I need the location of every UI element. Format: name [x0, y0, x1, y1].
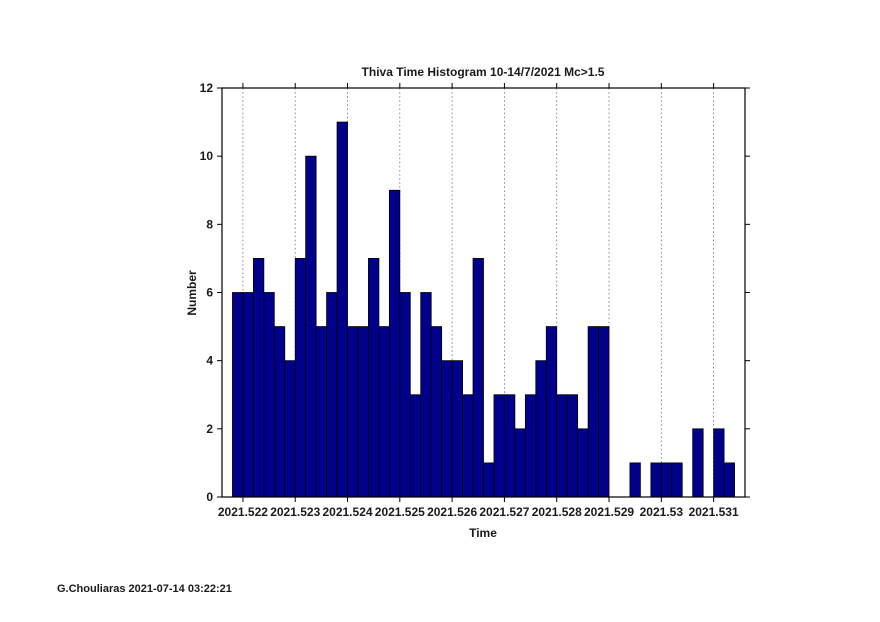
plot-area: 2021.522 2021.523 2021.524 2021.525 2021.526…	[200, 81, 750, 519]
y-tick-label: 10	[200, 149, 214, 163]
y-tick-label: 0	[206, 490, 213, 504]
histogram-bar	[713, 428, 725, 498]
histogram-bar	[368, 258, 380, 498]
x-axis-label: Time	[469, 526, 497, 540]
histogram-bar	[357, 326, 369, 498]
histogram-bar	[566, 394, 579, 498]
y-tick-label: 8	[206, 217, 213, 231]
histogram-bar	[660, 462, 673, 498]
histogram-bar	[451, 360, 463, 498]
y-axis-label: Number	[185, 270, 199, 316]
histogram-bar	[650, 462, 662, 498]
y-tick-label: 2	[206, 422, 213, 436]
chart-title: Thiva Time Histogram 10-14/7/2021 Mc>1.5	[362, 65, 605, 79]
x-tick-label: 2021.522	[218, 505, 268, 519]
histogram-bar	[493, 394, 505, 498]
histogram-bar	[252, 258, 265, 498]
histogram-bar	[723, 462, 735, 498]
histogram-bar	[263, 292, 275, 498]
histogram-bar	[326, 292, 338, 498]
credit-text: G.Chouliaras 2021-07-14 03:22:21	[57, 583, 232, 595]
histogram-bar	[284, 360, 296, 498]
x-tick-label: 2021.526	[427, 505, 477, 519]
histogram-bar	[472, 258, 484, 498]
histogram-bar	[545, 326, 558, 498]
histogram-bar	[336, 121, 348, 498]
histogram-bar	[483, 462, 495, 498]
histogram-bar	[629, 462, 641, 498]
histogram-bar	[232, 292, 244, 498]
x-tick-label: 2021.524	[322, 505, 372, 519]
histogram-bar	[242, 292, 254, 498]
histogram-bar	[388, 189, 401, 498]
y-tick-label: 12	[200, 81, 214, 95]
histogram-bar	[598, 326, 610, 498]
y-tick-label: 6	[206, 286, 213, 300]
histogram-bar	[399, 292, 411, 498]
x-tick-label: 2021.527	[479, 505, 529, 519]
histogram-bar	[692, 428, 704, 498]
histogram-bar	[462, 394, 474, 498]
y-tick-label: 4	[206, 354, 213, 368]
histogram-bar	[305, 155, 317, 498]
x-tick-label: 2021.528	[532, 505, 582, 519]
histogram-bar	[587, 326, 599, 498]
x-tick-label: 2021.529	[584, 505, 634, 519]
histogram-bar	[409, 394, 422, 498]
x-tick-label: 2021.53	[640, 505, 684, 519]
histogram-bar	[524, 394, 537, 498]
x-tick-label: 2021.523	[270, 505, 320, 519]
histogram-bar	[441, 360, 453, 498]
histogram-bar	[347, 326, 359, 498]
histogram-bar	[535, 360, 547, 498]
histogram-bar	[556, 394, 568, 498]
histogram-bar	[420, 292, 432, 498]
histogram-bar	[577, 428, 589, 498]
histogram-bar	[671, 462, 683, 498]
x-tick-label: 2021.531	[689, 505, 739, 519]
histogram-bar	[430, 326, 443, 498]
histogram-bar	[504, 394, 516, 498]
histogram-bar	[315, 326, 328, 498]
x-tick-label: 2021.525	[375, 505, 425, 519]
histogram-bar	[273, 326, 286, 498]
histogram-bar	[294, 258, 307, 498]
histogram-bar	[514, 428, 526, 498]
histogram-bar	[378, 326, 390, 498]
